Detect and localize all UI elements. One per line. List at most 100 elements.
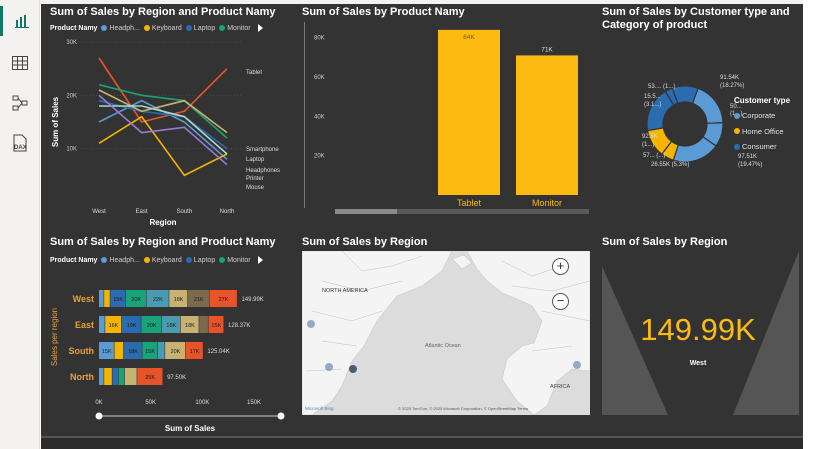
legend-item[interactable]: Keyboard bbox=[143, 257, 182, 264]
legend-item[interactable]: Headph... bbox=[101, 257, 140, 264]
legend-item[interactable]: Keyboard bbox=[143, 25, 182, 32]
series-line bbox=[98, 115, 228, 177]
bar-segment bbox=[104, 290, 110, 307]
category-label: North bbox=[70, 372, 94, 382]
series-end-label: Printer bbox=[246, 176, 264, 182]
legend-label: Headph... bbox=[109, 24, 140, 32]
legend-item[interactable]: Consumer bbox=[734, 139, 777, 154]
donut-data-label: 50... bbox=[730, 104, 742, 110]
donut-slice bbox=[691, 87, 724, 124]
bar-segment bbox=[99, 316, 105, 333]
y-tick-label: 30K bbox=[66, 40, 77, 46]
kpi-label: West bbox=[689, 360, 707, 367]
segment-label: 15K bbox=[145, 349, 155, 355]
map-canvas[interactable]: NORTH AMERICA Atlantic Ocean AFRICA + − … bbox=[302, 251, 590, 415]
bar-segment bbox=[209, 290, 237, 307]
legend-label: Home Office bbox=[742, 126, 784, 136]
bar-segment bbox=[112, 368, 119, 385]
y-tick-label: 20K bbox=[66, 93, 77, 99]
zoom-in-button[interactable]: + bbox=[552, 258, 569, 275]
x-tick-label: North bbox=[220, 209, 235, 215]
x-tick-label: Tablet bbox=[457, 198, 482, 208]
line-chart-visual[interactable]: Sum of Sales by Region and Product Namy … bbox=[41, 4, 293, 232]
series-end-label: Mouse bbox=[246, 185, 265, 191]
donut-data-label: 91.54K bbox=[720, 75, 739, 81]
legend-item[interactable]: Headph... bbox=[101, 24, 140, 32]
horizontal-scrollbar-thumb[interactable] bbox=[335, 209, 397, 214]
bar-segment bbox=[157, 342, 165, 359]
total-label: 128.37K bbox=[228, 323, 250, 329]
donut-data-label: (19.47%) bbox=[738, 162, 762, 168]
bar-segment bbox=[110, 290, 126, 307]
segment-label: 18K bbox=[128, 349, 138, 355]
data-label: 71K bbox=[541, 46, 553, 53]
legend-item[interactable]: Laptop bbox=[185, 24, 216, 32]
donut-data-label: 57... (...) bbox=[643, 153, 665, 159]
horizontal-scrollbar-track[interactable] bbox=[335, 209, 589, 214]
map-bubble[interactable] bbox=[325, 363, 333, 371]
legend-dot bbox=[185, 25, 192, 31]
dax-icon: DAX bbox=[13, 134, 27, 152]
card-visual[interactable]: Sum of Sales by Region 149.99K West bbox=[593, 232, 803, 436]
bar-segment bbox=[185, 342, 203, 359]
visual-title: Sum of Sales by Customer type and Catego… bbox=[602, 6, 790, 31]
zoom-out-button[interactable]: − bbox=[552, 293, 569, 310]
segment-label: 20K bbox=[131, 297, 141, 303]
map-label-africa: AFRICA bbox=[550, 384, 571, 390]
report-view-button[interactable] bbox=[0, 6, 40, 36]
donut-legend: Corporate Home Office Consumer bbox=[734, 108, 784, 155]
segment-label: 17K bbox=[190, 349, 200, 355]
table-view-button[interactable] bbox=[0, 48, 40, 78]
legend-label: Monitor bbox=[227, 256, 251, 264]
legend-item[interactable]: Home Office bbox=[734, 124, 784, 139]
series-line bbox=[98, 89, 228, 134]
bar-segment bbox=[199, 316, 208, 333]
map-bubble[interactable] bbox=[349, 365, 357, 373]
column-chart-visual[interactable]: Sum of Sales by Product Namy 80K 60K 40K 20… bbox=[293, 4, 593, 232]
range-slider-handle bbox=[95, 412, 103, 420]
map-visual[interactable]: Sum of Sales by Region NORTH AMERICA Atl… bbox=[293, 232, 593, 436]
line-chart-svg: 30K 20K 10K West East South North Region Sum of … bbox=[51, 40, 280, 227]
segment-label: 15K bbox=[113, 297, 123, 303]
donut-chart-visual[interactable]: Sum of Sales by Customer type and Catego… bbox=[593, 4, 803, 232]
bar-segment bbox=[99, 342, 114, 359]
legend-item[interactable]: Corporate bbox=[734, 108, 775, 123]
visual-title: Sum of Sales by Region and Product Namy bbox=[50, 236, 276, 248]
map-bubble[interactable] bbox=[307, 320, 315, 328]
legend-item[interactable]: Monitor bbox=[219, 256, 251, 264]
legend-label: Laptop bbox=[193, 24, 216, 32]
segment-label: 22K bbox=[153, 297, 163, 303]
series-line bbox=[98, 94, 228, 166]
legend-item[interactable]: Monitor bbox=[219, 24, 251, 32]
stacked-bar-visual[interactable]: Sum of Sales by Region and Product Namy … bbox=[41, 232, 293, 436]
total-label: 97.50K bbox=[167, 375, 186, 381]
vertical-scrollbar-track[interactable] bbox=[304, 22, 305, 208]
column-bar bbox=[516, 55, 578, 195]
chart-legend: Product Namy Headph... Keyboard Laptop M… bbox=[50, 256, 263, 264]
map-copyright[interactable]: © 2025 TomTom, © 2025 Microsoft Corporat… bbox=[398, 406, 529, 411]
segment-label: 19K bbox=[127, 323, 137, 329]
series-line bbox=[98, 83, 228, 139]
segment-label: 18K bbox=[185, 323, 195, 329]
legend-dot bbox=[101, 257, 108, 263]
legend-label: Monitor bbox=[227, 24, 251, 32]
model-view-button[interactable] bbox=[0, 88, 40, 118]
y-tick-label: 60K bbox=[314, 75, 325, 81]
x-axis-title: Region bbox=[149, 218, 176, 227]
legend-title: Product Namy bbox=[50, 24, 98, 32]
map-bubble[interactable] bbox=[573, 361, 581, 369]
bottom-bar bbox=[41, 436, 803, 449]
legend-next-icon[interactable] bbox=[257, 24, 263, 32]
segment-label: 21K bbox=[194, 297, 204, 303]
legend-item[interactable]: Laptop bbox=[185, 257, 215, 264]
table-icon bbox=[12, 56, 28, 70]
segment-label: 25K bbox=[145, 375, 155, 381]
dax-query-view-button[interactable]: DAX bbox=[0, 128, 40, 158]
legend-title: Product Namy bbox=[50, 256, 98, 264]
bar-chart-icon bbox=[14, 15, 29, 28]
segment-label: 18K bbox=[174, 297, 184, 303]
donut-data-label: (18.27%) bbox=[720, 83, 744, 89]
total-label: 149.99K bbox=[241, 297, 263, 303]
legend-next-icon[interactable] bbox=[257, 256, 263, 264]
